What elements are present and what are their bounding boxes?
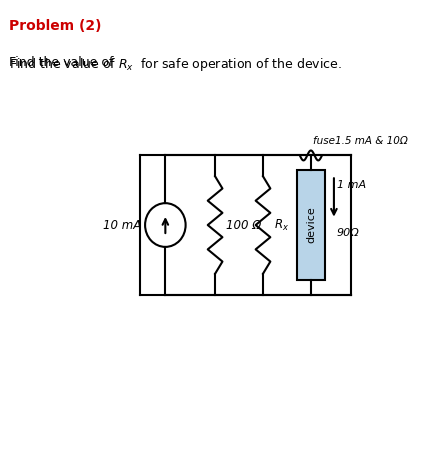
Text: device: device xyxy=(306,207,316,243)
Text: 90Ω: 90Ω xyxy=(337,228,360,237)
Text: fuse1.5 mA & 10Ω: fuse1.5 mA & 10Ω xyxy=(313,135,408,146)
Text: 1 mA: 1 mA xyxy=(337,180,366,190)
Text: Find the value of $R_x$  for safe operation of the device.: Find the value of $R_x$ for safe operati… xyxy=(9,56,341,73)
Text: Find the value of: Find the value of xyxy=(9,56,117,69)
Text: $R_x$: $R_x$ xyxy=(274,218,289,233)
Text: 100 Ω: 100 Ω xyxy=(226,218,261,231)
Text: Problem (2): Problem (2) xyxy=(9,19,101,34)
Text: 10 mA: 10 mA xyxy=(103,218,141,231)
Bar xyxy=(297,170,325,280)
